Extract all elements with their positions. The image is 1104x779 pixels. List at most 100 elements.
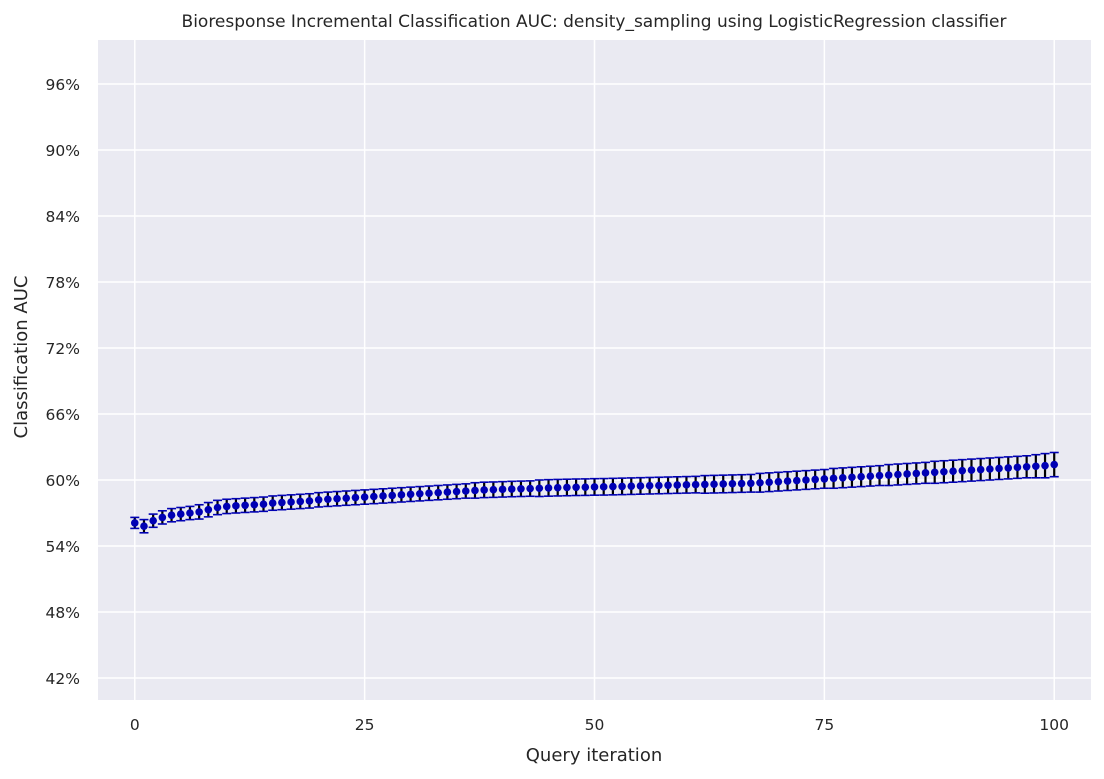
chart-title: Bioresponse Incremental Classification A… [182, 12, 1007, 32]
x-axis-ticks: 0 25 50 75 100 [130, 716, 1069, 734]
data-point [130, 519, 139, 527]
data-point [912, 469, 921, 478]
data-point [517, 485, 525, 493]
data-point [471, 486, 479, 495]
grid-lines [98, 40, 1091, 700]
data-point [572, 483, 580, 492]
data-point [1013, 463, 1022, 472]
data-point [701, 480, 709, 489]
y-tick-label: 66% [46, 406, 80, 424]
data-point [1032, 462, 1040, 471]
data-point [691, 480, 700, 489]
data-point [894, 470, 902, 479]
data-point [792, 476, 801, 485]
data-point [903, 470, 911, 478]
data-point [416, 489, 424, 498]
x-tick-label: 50 [585, 716, 605, 734]
y-tick-label: 90% [46, 142, 80, 160]
data-point [250, 500, 259, 509]
data-point [838, 474, 847, 482]
data-point [682, 481, 691, 489]
data-point [811, 475, 819, 484]
data-point [351, 493, 360, 502]
data-point [618, 482, 626, 491]
data-point [406, 490, 415, 499]
data-point [287, 498, 295, 506]
data-point [710, 480, 718, 488]
data-point [765, 478, 773, 487]
data-point [388, 491, 397, 500]
data-point [425, 489, 433, 498]
data-point [324, 495, 332, 504]
data-point [370, 492, 378, 501]
y-axis-ticks: 42% 48% 54% 60% 66% 72% 78% 84% 90% 96% [46, 76, 80, 688]
y-tick-label: 54% [46, 538, 80, 556]
data-point [921, 469, 930, 477]
data-point [728, 479, 737, 488]
data-point [783, 477, 792, 485]
y-tick-label: 42% [46, 670, 80, 688]
data-point [443, 488, 452, 496]
data-point [590, 483, 599, 491]
data-point [195, 508, 203, 516]
data-point [673, 481, 682, 489]
data-point [866, 472, 875, 480]
data-point [756, 478, 764, 487]
data-point [461, 487, 470, 495]
data-point [774, 477, 783, 486]
x-axis-label: Query iteration [526, 745, 662, 766]
data-point [553, 483, 562, 492]
data-point [333, 494, 341, 503]
data-point [857, 472, 865, 481]
data-point [986, 465, 994, 473]
data-point [848, 473, 856, 482]
data-point [186, 509, 194, 517]
y-tick-label: 48% [46, 604, 80, 622]
data-point [360, 493, 369, 501]
data-point [829, 474, 838, 483]
x-tick-label: 25 [355, 716, 375, 734]
data-point [958, 466, 967, 475]
data-point [976, 465, 985, 474]
data-point [397, 491, 406, 499]
data-point [314, 496, 323, 504]
data-point [930, 468, 939, 477]
data-point [305, 497, 314, 505]
data-point [949, 467, 957, 476]
data-point [158, 513, 167, 522]
data-point [296, 497, 305, 506]
data-point [241, 501, 249, 510]
data-point [967, 466, 976, 474]
y-axis-label: Classification AUC [11, 276, 32, 439]
data-point [627, 482, 636, 490]
data-point [563, 483, 571, 492]
data-point [342, 494, 351, 502]
data-point [213, 503, 222, 512]
data-point [176, 510, 185, 518]
y-tick-label: 84% [46, 208, 80, 226]
data-point [480, 486, 488, 494]
data-point [995, 464, 1003, 473]
data-point [1022, 463, 1031, 471]
data-point [434, 488, 442, 497]
data-point [1041, 461, 1049, 470]
data-point [452, 487, 461, 496]
data-point [664, 481, 672, 490]
data-point [636, 482, 645, 490]
data-point [940, 467, 948, 476]
data-points [130, 460, 1059, 530]
data-point [222, 502, 231, 511]
data-point [820, 475, 829, 483]
y-tick-label: 96% [46, 76, 80, 94]
data-point [884, 471, 893, 479]
y-tick-label: 60% [46, 472, 80, 490]
y-tick-label: 72% [46, 340, 80, 358]
data-point [204, 505, 213, 514]
x-tick-label: 75 [814, 716, 834, 734]
data-point [544, 484, 553, 492]
data-point [379, 492, 387, 500]
data-point [1050, 460, 1059, 469]
data-point [581, 483, 590, 491]
data-point [498, 485, 507, 494]
